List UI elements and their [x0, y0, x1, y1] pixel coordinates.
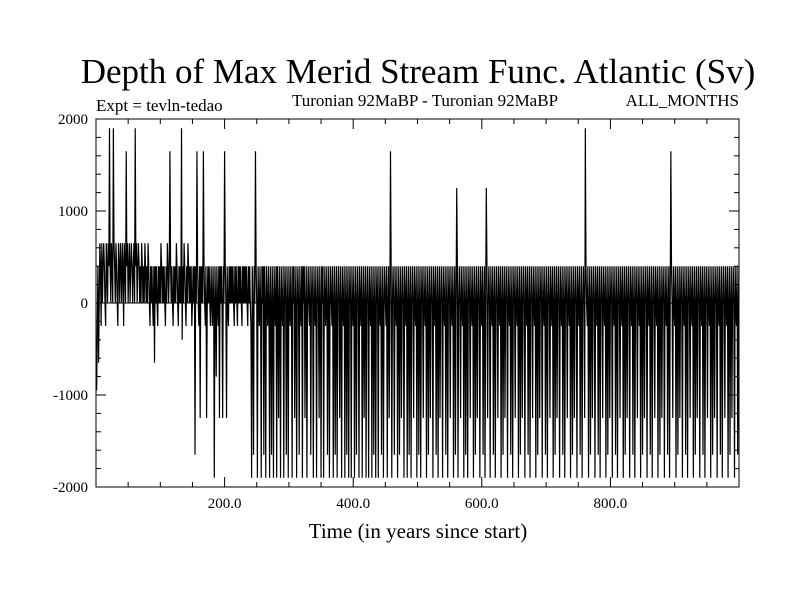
- series-line-0: [96, 128, 740, 478]
- x-axis-label: Time (in years since start): [309, 519, 528, 543]
- plot-frame: [95, 118, 740, 488]
- x-tick-label: 800.0: [594, 496, 628, 512]
- y-tick-label: 1000: [58, 204, 88, 220]
- chart-title: Depth of Max Merid Stream Func. Atlantic…: [81, 52, 756, 91]
- x-tick-label: 400.0: [336, 496, 370, 512]
- y-tick-label: -2000: [53, 480, 88, 496]
- y-tick-label: -1000: [53, 388, 88, 404]
- tick-layer: -2000 -1000 0 1000 2000 200.0 400.0 600.0 800.0: [53, 112, 739, 512]
- subtitle-periods: Turonian 92MaBP - Turonian 92MaBP: [292, 91, 558, 110]
- y-tick-label: 2000: [58, 112, 88, 128]
- y-tick-label: 0: [81, 296, 89, 312]
- subtitle-experiment: Expt = tevln-tedao: [96, 96, 223, 115]
- series-layer: [96, 128, 740, 478]
- subtitle-months: ALL_MONTHS: [626, 91, 739, 110]
- x-tick-label: 200.0: [208, 496, 242, 512]
- x-tick-label: 600.0: [465, 496, 499, 512]
